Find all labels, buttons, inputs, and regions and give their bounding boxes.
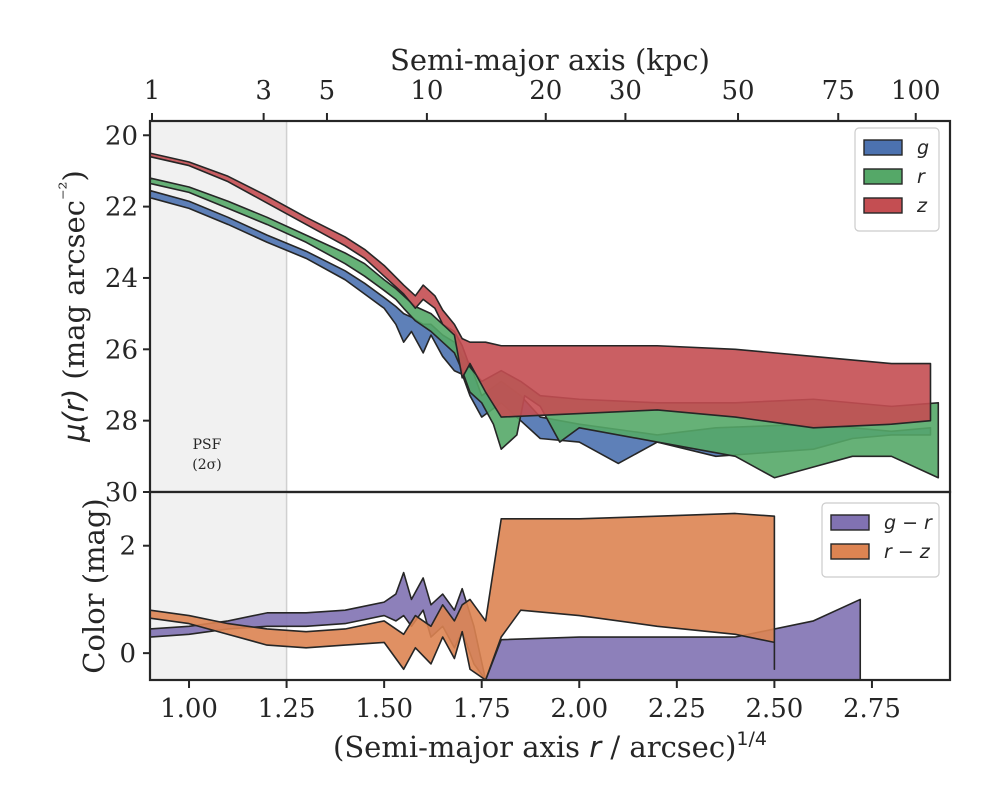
y-tick-label: 30 bbox=[105, 478, 138, 508]
x-tick-label: 2.00 bbox=[550, 694, 608, 724]
x-tick-label: 1.75 bbox=[453, 694, 511, 724]
color-series bbox=[150, 512, 862, 680]
legend-swatch-rz bbox=[830, 543, 870, 560]
top-x-axis-title: Semi-major axis (kpc) bbox=[390, 43, 710, 77]
kpc-tick-label: 20 bbox=[529, 76, 562, 106]
legend-swatch-gr bbox=[830, 514, 870, 531]
color-band-rz bbox=[150, 512, 776, 680]
y-tick-label: 24 bbox=[105, 264, 138, 294]
x-axis-title: (Semi-major axis r / arcsec)1/4 bbox=[333, 728, 767, 764]
color-y-tick-label: 2 bbox=[119, 532, 136, 562]
kpc-tick-label: 10 bbox=[410, 76, 443, 106]
y-axis-title-surface-brightness: μ(r) (mag arcsec⁻²) bbox=[54, 170, 91, 443]
surface-brightness-band-z bbox=[149, 152, 932, 429]
psf-shaded-region-color bbox=[150, 492, 287, 680]
color-band-gr bbox=[150, 571, 862, 680]
x-tick-label: 1.25 bbox=[258, 694, 316, 724]
color-y-tick-label: 0 bbox=[119, 639, 136, 669]
x-tick-label: 1.50 bbox=[355, 694, 413, 724]
psf-label: PSF bbox=[193, 437, 222, 453]
x-axis-top-kpc-ticks: 1 3 5 10 20 30 50 75 100 bbox=[144, 76, 941, 121]
legend-swatch-g bbox=[863, 139, 903, 156]
legend-label: z bbox=[916, 195, 928, 217]
kpc-tick-label: 50 bbox=[721, 76, 754, 106]
kpc-tick-label: 75 bbox=[822, 76, 855, 106]
kpc-tick-label: 5 bbox=[319, 76, 336, 106]
top-legend: grz bbox=[854, 127, 940, 232]
y-axis-ticks-top-panel: 20 22 24 26 28 30 bbox=[105, 121, 150, 508]
y-tick-label: 28 bbox=[105, 407, 138, 437]
y-tick-label: 22 bbox=[105, 193, 138, 223]
legend-swatch-z bbox=[863, 197, 903, 214]
psf-sigma-label: (2σ) bbox=[192, 457, 221, 473]
color-panel: 02 1.00 1.25 1.50 1.75 2.00 2.25 2.50 2.75 g − … bbox=[119, 490, 952, 724]
legend-label: g − r bbox=[884, 512, 933, 534]
x-axis-ticks: 1.00 1.25 1.50 1.75 2.00 2.25 2.50 2.75 bbox=[160, 680, 901, 724]
kpc-tick-label: 100 bbox=[891, 76, 941, 106]
y-axis-ticks-color-panel: 02 bbox=[119, 532, 150, 669]
color-legend: g − r r − z bbox=[821, 502, 940, 578]
surface-brightness-panel: PSF (2σ) 20 22 24 26 28 30 1 3 5 10 20 30 50 75 100 g… bbox=[105, 76, 952, 508]
kpc-tick-label: 1 bbox=[144, 76, 161, 106]
kpc-tick-label: 30 bbox=[609, 76, 642, 106]
surface-brightness-series bbox=[149, 152, 940, 479]
kpc-tick-label: 3 bbox=[255, 76, 272, 106]
x-tick-label: 2.25 bbox=[648, 694, 706, 724]
x-tick-label: 1.00 bbox=[160, 694, 218, 724]
x-tick-label: 2.50 bbox=[745, 694, 803, 724]
x-tick-label: 2.75 bbox=[843, 694, 901, 724]
legend-label: g bbox=[917, 137, 929, 159]
legend-label: r − z bbox=[884, 541, 931, 563]
y-tick-label: 26 bbox=[105, 335, 138, 365]
y-tick-label: 20 bbox=[105, 121, 138, 151]
y-axis-title-color: Color (mag) bbox=[77, 498, 111, 673]
legend-swatch-r bbox=[863, 168, 903, 185]
legend-label: r bbox=[917, 166, 926, 188]
color-panel-frame bbox=[148, 490, 952, 682]
